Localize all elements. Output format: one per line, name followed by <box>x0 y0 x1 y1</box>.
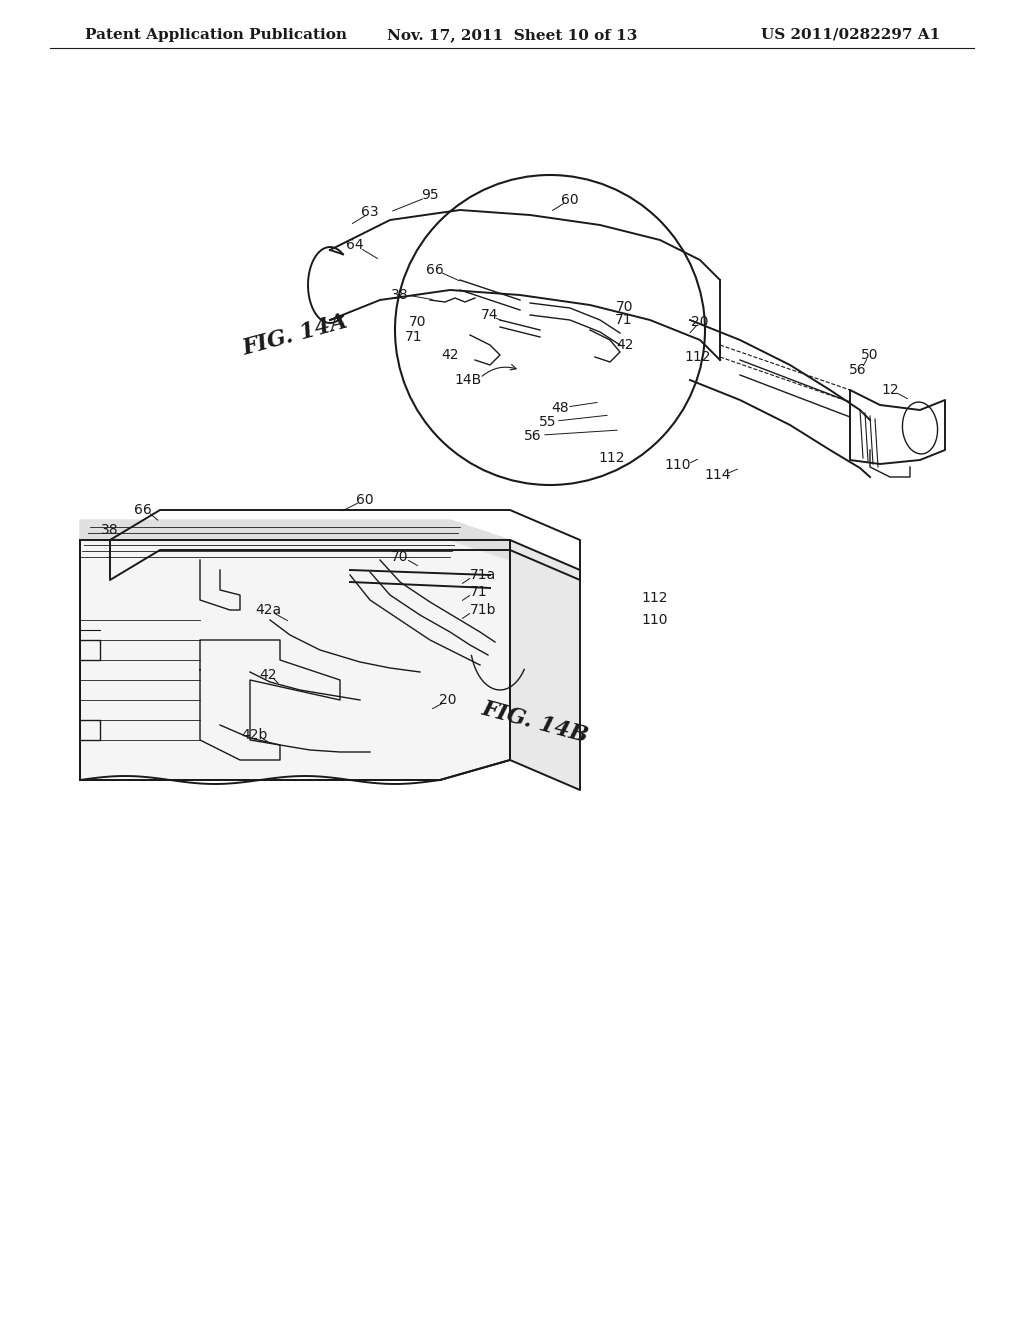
Text: 60: 60 <box>356 492 374 507</box>
Text: 71: 71 <box>470 585 487 599</box>
Text: 42a: 42a <box>255 603 281 616</box>
Text: 42: 42 <box>616 338 634 352</box>
Text: US 2011/0282297 A1: US 2011/0282297 A1 <box>761 28 940 42</box>
Polygon shape <box>510 540 580 789</box>
Text: FIG. 14B: FIG. 14B <box>479 697 591 747</box>
Text: 63: 63 <box>361 205 379 219</box>
Text: 48: 48 <box>551 401 568 414</box>
Text: 42: 42 <box>259 668 276 682</box>
Text: 42: 42 <box>441 348 459 362</box>
Text: 66: 66 <box>134 503 152 517</box>
Text: 71: 71 <box>615 313 633 327</box>
Text: 50: 50 <box>861 348 879 362</box>
Text: 71b: 71b <box>470 603 497 616</box>
Text: 38: 38 <box>391 288 409 302</box>
Text: 42b: 42b <box>242 729 268 742</box>
Text: 12: 12 <box>882 383 899 397</box>
Text: FIG. 14A: FIG. 14A <box>240 310 350 359</box>
Text: Patent Application Publication: Patent Application Publication <box>85 28 347 42</box>
Text: 71: 71 <box>406 330 423 345</box>
Text: 114: 114 <box>705 469 731 482</box>
Text: 74: 74 <box>481 308 499 322</box>
Text: 95: 95 <box>421 187 439 202</box>
Text: 112: 112 <box>599 451 626 465</box>
Text: Nov. 17, 2011  Sheet 10 of 13: Nov. 17, 2011 Sheet 10 of 13 <box>387 28 637 42</box>
Text: 110: 110 <box>642 612 669 627</box>
Text: 56: 56 <box>524 429 542 444</box>
Text: 70: 70 <box>410 315 427 329</box>
Text: 64: 64 <box>346 238 364 252</box>
Text: 66: 66 <box>426 263 443 277</box>
Text: 112: 112 <box>685 350 712 364</box>
Text: 55: 55 <box>540 414 557 429</box>
Text: 56: 56 <box>849 363 866 378</box>
Text: 60: 60 <box>561 193 579 207</box>
Text: 14B: 14B <box>455 374 481 387</box>
Text: 71a: 71a <box>470 568 497 582</box>
Polygon shape <box>80 540 510 780</box>
Text: 70: 70 <box>616 300 634 314</box>
Text: 110: 110 <box>665 458 691 473</box>
Text: 20: 20 <box>691 315 709 329</box>
Text: 38: 38 <box>101 523 119 537</box>
Text: 70: 70 <box>391 550 409 564</box>
Text: 20: 20 <box>439 693 457 708</box>
Polygon shape <box>80 520 510 560</box>
Text: 112: 112 <box>642 591 669 605</box>
